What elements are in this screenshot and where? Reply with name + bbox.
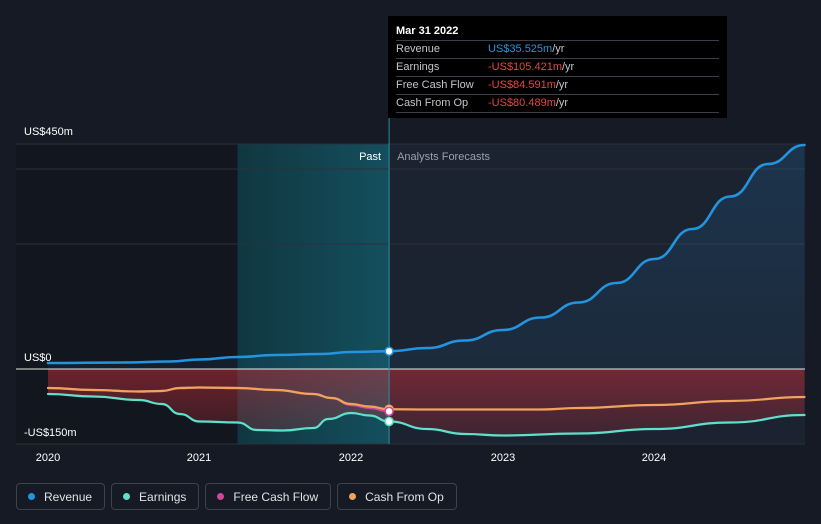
legend-label: Free Cash Flow	[233, 489, 319, 504]
tooltip-row-revenue: Revenue US$35.525m /yr	[396, 41, 719, 59]
x-tick-label-2020: 2020	[36, 452, 60, 464]
tooltip-label: Earnings	[396, 61, 440, 73]
tooltip-value: -US$80.489m	[488, 97, 556, 109]
tooltip-unit: /yr	[555, 97, 569, 109]
tooltip-date: Mar 31 2022	[396, 23, 719, 41]
legend-label: Cash From Op	[365, 489, 444, 504]
x-tick-label-2024: 2024	[642, 452, 666, 464]
tooltip-label: Revenue	[396, 43, 441, 55]
y-tick-label-top: US$450m	[24, 126, 73, 138]
tooltip-row-free-cash-flow: Free Cash Flow -US$84.591m /yr	[396, 77, 719, 95]
x-tick-label-2022: 2022	[339, 452, 363, 464]
y-tick-label-bottom: -US$150m	[24, 427, 77, 439]
legend-dot-icon	[28, 493, 35, 500]
tooltip-unit: /yr	[555, 79, 569, 91]
legend-item-revenue[interactable]: Revenue	[16, 483, 106, 510]
legend-label: Revenue	[44, 489, 93, 504]
legend-dot-icon	[217, 493, 225, 500]
earnings-marker[interactable]	[384, 416, 394, 427]
revenue-line	[46, 143, 806, 365]
cash-from-op-line	[46, 386, 806, 411]
tooltip-label: Free Cash Flow	[396, 79, 474, 91]
legend-item-earnings[interactable]: Earnings	[111, 483, 200, 510]
chart-legend: Revenue Earnings Free Cash Flow Cash Fro…	[16, 483, 457, 510]
tooltip-row-earnings: Earnings -US$105.421m /yr	[396, 59, 719, 77]
revenue-marker[interactable]	[384, 346, 394, 357]
tooltip-label: Cash From Op	[396, 97, 469, 109]
tooltip-unit: /yr	[562, 61, 575, 73]
revenue-area	[48, 145, 805, 369]
x-tick-label-2023: 2023	[491, 452, 515, 464]
tooltip-value: US$35.525m	[488, 43, 553, 55]
legend-label: Earnings	[139, 489, 187, 504]
legend-item-cash-from-op[interactable]: Cash From Op	[337, 483, 457, 510]
x-tick-label-2021: 2021	[187, 452, 211, 464]
y-tick-label-zero: US$0	[24, 352, 52, 364]
tooltip-value: -US$84.591m	[488, 79, 556, 91]
past-label: Past	[359, 151, 381, 163]
earnings-loss-area	[48, 369, 805, 436]
series-layer	[16, 94, 806, 444]
tooltip-unit: /yr	[552, 43, 565, 55]
labels-layer: US$450m US$0 -US$150m 2020 2021 2022 202…	[24, 126, 666, 464]
tooltip-value: -US$105.421m	[488, 61, 562, 73]
earnings-line	[46, 392, 806, 437]
tooltip-row-cash-from-op: Cash From Op -US$80.489m /yr	[396, 95, 719, 113]
chart-plot: US$450m US$0 -US$150m 2020 2021 2022 202…	[16, 94, 806, 464]
hover-tooltip: Mar 31 2022 Revenue US$35.525m /yr Earni…	[388, 16, 727, 118]
free-cash-flow-marker[interactable]	[384, 406, 394, 417]
legend-dot-icon	[349, 493, 357, 500]
legend-dot-icon	[123, 493, 131, 500]
forecast-label: Analysts Forecasts	[397, 151, 490, 163]
legend-item-free-cash-flow[interactable]: Free Cash Flow	[205, 483, 332, 510]
